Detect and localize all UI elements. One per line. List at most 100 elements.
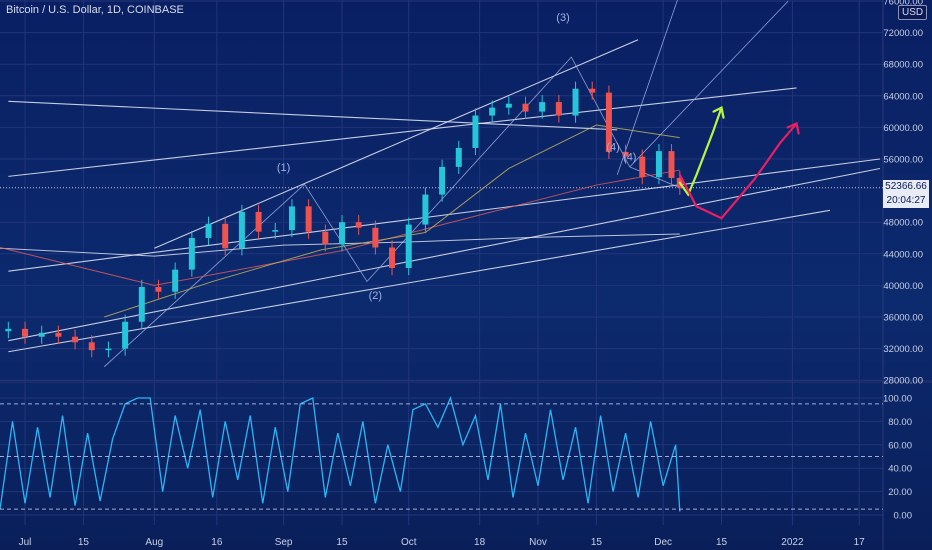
osc-y-tick-label: 20.00 bbox=[888, 487, 912, 498]
pink-forecast-arrow bbox=[678, 122, 798, 220]
osc-y-tick-label: 80.00 bbox=[888, 417, 912, 428]
candle bbox=[389, 247, 396, 269]
y-tick-label: 32000.00 bbox=[883, 344, 923, 355]
osc-y-tick-label: 100.00 bbox=[883, 394, 912, 405]
candle bbox=[72, 336, 79, 343]
wave-path bbox=[103, 56, 680, 368]
candle bbox=[472, 115, 479, 148]
last-price-tag: 52366.66 bbox=[883, 180, 929, 194]
candle bbox=[205, 223, 212, 238]
x-tick-label: 15 bbox=[716, 537, 728, 548]
candle bbox=[605, 92, 612, 152]
candle bbox=[38, 332, 45, 337]
wave-label: (4) bbox=[606, 141, 619, 153]
candle bbox=[439, 166, 446, 195]
y-tick-label: 28000.00 bbox=[883, 376, 923, 387]
candle bbox=[105, 348, 112, 351]
channel-lines bbox=[8, 0, 881, 368]
candle bbox=[455, 147, 462, 167]
osc-y-tick-label: 0.00 bbox=[894, 511, 913, 522]
wave-label: (4) bbox=[623, 152, 636, 164]
candle bbox=[288, 206, 295, 231]
candle bbox=[522, 103, 529, 112]
candle bbox=[405, 224, 412, 269]
panel-divider bbox=[0, 380, 932, 383]
x-tick-label: 16 bbox=[211, 537, 223, 548]
x-tick-label: Jul bbox=[19, 537, 32, 548]
y-tick-label: 44000.00 bbox=[883, 249, 923, 260]
y-tick-label: 68000.00 bbox=[883, 60, 923, 71]
candle bbox=[305, 206, 312, 232]
candle bbox=[355, 222, 362, 228]
ma-white-line bbox=[0, 233, 680, 257]
x-tick-label: 15 bbox=[336, 537, 348, 548]
candle bbox=[589, 88, 596, 93]
candle bbox=[622, 151, 629, 157]
candle bbox=[372, 227, 379, 248]
x-tick-label: 15 bbox=[78, 537, 90, 548]
candle bbox=[572, 88, 579, 116]
channel-line bbox=[8, 167, 881, 342]
oscillator bbox=[0, 396, 883, 512]
channel-line bbox=[8, 87, 797, 177]
oscillator-line bbox=[0, 396, 681, 512]
candle bbox=[668, 151, 675, 178]
candles bbox=[5, 81, 683, 358]
candle bbox=[255, 211, 262, 232]
candle bbox=[122, 321, 129, 349]
x-tick-label: Nov bbox=[529, 537, 547, 548]
candle bbox=[272, 230, 279, 232]
ma-yellow-line bbox=[104, 124, 680, 318]
green-arrow-head bbox=[712, 106, 725, 119]
currency-button[interactable]: USD bbox=[898, 5, 928, 20]
y-tick-label: 48000.00 bbox=[883, 218, 923, 229]
candle bbox=[489, 107, 496, 116]
channel-line bbox=[154, 39, 639, 249]
candle bbox=[639, 156, 646, 178]
x-tick-label: 17 bbox=[854, 537, 866, 548]
moving-averages bbox=[0, 124, 680, 318]
x-tick-label: Aug bbox=[145, 537, 163, 548]
candle bbox=[88, 342, 95, 351]
fib-line bbox=[629, 0, 789, 168]
candle bbox=[222, 223, 229, 249]
channel-line bbox=[8, 209, 831, 353]
x-tick-label: 2022 bbox=[781, 537, 804, 548]
chart-title: Bitcoin / U.S. Dollar, 1D, COINBASE bbox=[6, 4, 184, 16]
candle bbox=[322, 231, 329, 245]
candle bbox=[422, 194, 429, 225]
wave-label: (2) bbox=[369, 290, 382, 302]
x-tick-label: 15 bbox=[591, 537, 603, 548]
ma-red-line bbox=[0, 169, 680, 286]
y-tick-label: 56000.00 bbox=[883, 155, 923, 166]
candle bbox=[155, 286, 162, 292]
candle bbox=[338, 222, 345, 245]
candle bbox=[555, 102, 562, 116]
candle bbox=[655, 151, 662, 178]
candle bbox=[172, 269, 179, 292]
osc-y-tick-label: 60.00 bbox=[888, 440, 912, 451]
countdown-tag: 20:04:27 bbox=[883, 194, 929, 208]
candle bbox=[138, 286, 145, 322]
y-tick-label: 40000.00 bbox=[883, 281, 923, 292]
wave-label: (1) bbox=[277, 162, 290, 174]
fib-line bbox=[616, 0, 678, 175]
channel-line bbox=[8, 158, 881, 272]
y-tick-label: 64000.00 bbox=[883, 91, 923, 102]
y-tick-label: 36000.00 bbox=[883, 313, 923, 324]
candle bbox=[55, 332, 62, 337]
channel-line bbox=[8, 100, 618, 131]
candle bbox=[238, 211, 245, 249]
annotations: (1) (2) (3) (4) (4) bbox=[277, 12, 800, 302]
y-tick-label: 60000.00 bbox=[883, 123, 923, 134]
x-tick-label: Oct bbox=[401, 537, 417, 548]
pink-arrow-head bbox=[786, 121, 800, 135]
x-tick-label: 18 bbox=[474, 537, 486, 548]
y-tick-label: 72000.00 bbox=[883, 28, 923, 39]
candle bbox=[188, 238, 195, 270]
wave-label: (3) bbox=[556, 12, 569, 24]
candle bbox=[539, 102, 546, 112]
